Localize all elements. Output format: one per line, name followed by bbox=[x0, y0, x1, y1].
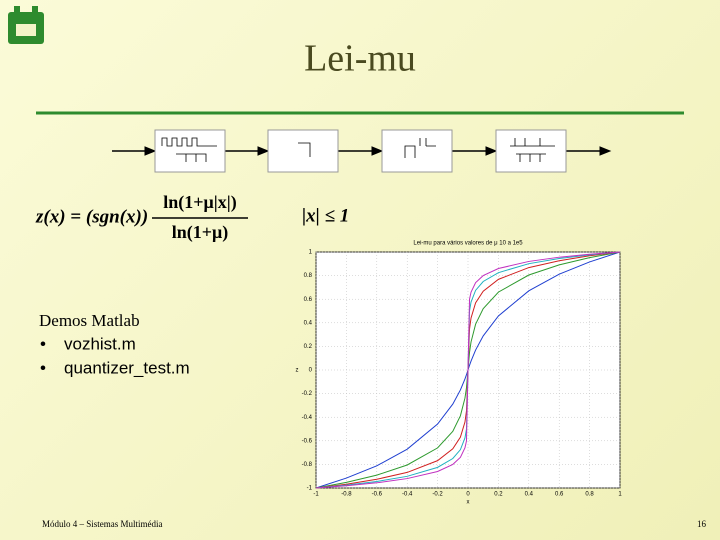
formula: z(x) = (sgn(x)) ln(1+μ|x|) ln(1+μ) |x| ≤… bbox=[35, 192, 349, 243]
formula-condition: |x| ≤ 1 bbox=[302, 205, 349, 226]
series-line bbox=[315, 251, 621, 489]
footer-text: Módulo 4 – Sistemas Multimédia bbox=[42, 519, 163, 529]
y-axis-label: z bbox=[296, 368, 299, 374]
x-tick-label: -0.2 bbox=[432, 492, 443, 498]
y-tick-label: -1 bbox=[307, 486, 313, 492]
block-diagram bbox=[112, 129, 612, 173]
demo-item: quantizer_test.m bbox=[64, 358, 190, 377]
x-tick-label: 1 bbox=[618, 492, 622, 498]
logo bbox=[8, 6, 44, 44]
bullet: • bbox=[40, 358, 46, 377]
x-tick-label: 0.6 bbox=[555, 492, 564, 498]
chart-title: Lei-mu para vários valores de μ 10 a 1e5 bbox=[413, 241, 523, 247]
y-tick-label: -0.6 bbox=[302, 438, 313, 444]
x-tick-label: 0.2 bbox=[494, 492, 503, 498]
y-tick-label: 0.2 bbox=[304, 344, 313, 350]
demos-title: Demos Matlab bbox=[39, 311, 140, 330]
x-tick-label: -0.6 bbox=[372, 492, 383, 498]
x-tick-label: 0 bbox=[466, 492, 470, 498]
y-tick-label: 0.4 bbox=[304, 320, 313, 326]
chart: Lei-mu para vários valores de μ 10 a 1e5… bbox=[296, 241, 623, 506]
x-tick-label: -0.4 bbox=[402, 492, 413, 498]
slide-title: Lei-mu bbox=[304, 38, 416, 80]
y-tick-label: 0 bbox=[309, 368, 313, 374]
x-axis-label: x bbox=[467, 500, 470, 506]
y-tick-label: -0.4 bbox=[302, 415, 313, 421]
bullet: • bbox=[40, 334, 46, 353]
x-tick-label: -1 bbox=[313, 492, 319, 498]
formula-lhs: z(x) = (sgn(x)) bbox=[35, 206, 148, 227]
x-tick-label: 0.8 bbox=[585, 492, 594, 498]
x-tick-label: 0.4 bbox=[525, 492, 534, 498]
y-tick-label: 1 bbox=[309, 250, 313, 256]
y-tick-label: -0.2 bbox=[302, 391, 313, 397]
y-tick-label: 0.8 bbox=[304, 273, 313, 279]
formula-denominator: ln(1+μ) bbox=[172, 222, 228, 243]
formula-numerator: ln(1+μ|x|) bbox=[163, 192, 236, 213]
demo-item: vozhist.m bbox=[64, 334, 136, 353]
x-tick-label: -0.8 bbox=[341, 492, 352, 498]
y-tick-label: 0.6 bbox=[304, 297, 313, 303]
page-number: 16 bbox=[697, 519, 707, 529]
y-tick-label: -0.8 bbox=[302, 462, 313, 468]
